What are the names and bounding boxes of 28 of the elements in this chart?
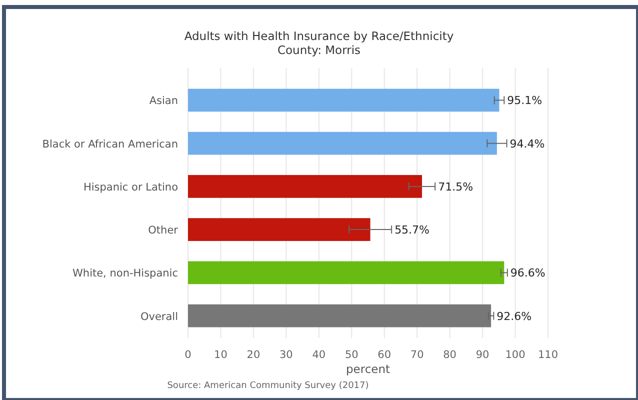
x-tick-label: 0: [184, 349, 192, 361]
x-tick-label: 60: [378, 349, 392, 361]
chart-title: Adults with Health Insurance by Race/Ethnicity: [184, 29, 454, 43]
y-tick-label: Black or African American: [42, 138, 178, 150]
source-note: Source: American Community Survey (2017): [167, 381, 369, 391]
x-tick-label: 30: [279, 349, 293, 361]
x-axis-title: percent: [346, 362, 391, 376]
y-tick-label: Overall: [140, 310, 178, 323]
x-tick-label: 80: [443, 349, 457, 361]
data-label: 92.6%: [496, 310, 532, 323]
x-tick-label: 100: [505, 349, 526, 361]
x-tick-label: 20: [246, 349, 260, 361]
y-tick-label: Hispanic or Latino: [83, 181, 178, 194]
data-label: 71.5%: [438, 180, 474, 194]
x-tick-label: 10: [214, 349, 228, 361]
chart-subtitle: County: Morris: [277, 43, 361, 57]
data-label: 55.7%: [394, 224, 430, 237]
x-tick-label: 90: [476, 349, 490, 361]
y-tick-label: Other: [148, 224, 179, 237]
x-tick-label: 110: [538, 349, 558, 361]
y-tick-label: White, non-Hispanic: [72, 268, 178, 280]
data-label: 95.1%: [507, 94, 542, 108]
x-tick-label: 50: [344, 349, 358, 361]
x-tick-label: 40: [312, 349, 326, 361]
y-tick-label: Asian: [149, 95, 178, 108]
data-label: 96.6%: [510, 266, 546, 280]
x-tick-label: 70: [410, 349, 424, 361]
data-label: 94.4%: [510, 137, 545, 150]
